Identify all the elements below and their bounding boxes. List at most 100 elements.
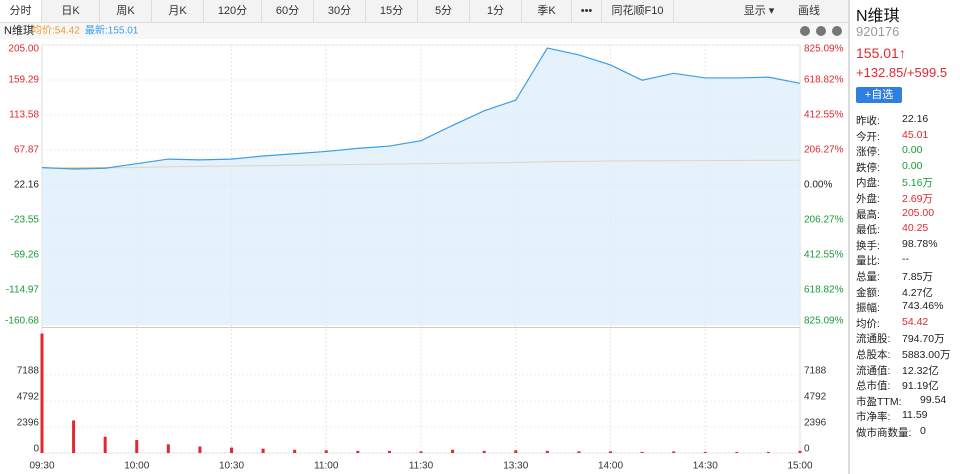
- y2-tick-label: 618.82%: [804, 285, 844, 296]
- volume-bar: [703, 451, 707, 453]
- volume-bar: [356, 450, 360, 453]
- toolbar-tab[interactable]: 周K: [100, 0, 152, 22]
- x-tick-label: 10:00: [124, 461, 149, 472]
- toolbar-button[interactable]: 画线: [785, 0, 833, 22]
- y-tick-label: 159.29: [8, 75, 39, 86]
- panel-label: 内盘:: [856, 177, 880, 190]
- volume-bar: [324, 450, 328, 453]
- panel-label: 市盈TTM:: [856, 395, 902, 408]
- panel-value: 0: [920, 425, 926, 437]
- toolbar-tab[interactable]: 1分: [470, 0, 522, 22]
- panel-label: 跌停:: [856, 161, 880, 174]
- volume-bar: [735, 451, 739, 453]
- volume-bar: [261, 448, 265, 453]
- toolbar-tab[interactable]: 5分: [418, 0, 470, 22]
- panel-value: 22.16: [902, 113, 929, 125]
- x-tick-label: 14:00: [598, 461, 623, 472]
- panel-value: 91.19亿: [902, 380, 939, 393]
- y-tick-label: 22.16: [14, 180, 39, 191]
- volume-bar: [166, 444, 170, 453]
- panel-label: 总股本:: [856, 349, 891, 361]
- panel-value: 2.69万: [902, 193, 933, 205]
- toolbar-tab[interactable]: 120分: [204, 0, 262, 22]
- volume-bar: [230, 447, 233, 453]
- panel-label: 涨停:: [856, 146, 880, 159]
- volume-bar: [640, 451, 644, 453]
- toolbar-tab[interactable]: 30分: [314, 0, 366, 22]
- volume-bar: [72, 420, 76, 453]
- x-tick-label: 14:30: [693, 461, 718, 472]
- panel-value: 794.70万: [902, 333, 945, 346]
- panel-value: 4.27亿: [902, 286, 933, 299]
- volume-bar: [40, 333, 44, 453]
- y-tick-label: -114.97: [6, 285, 40, 296]
- panel-label: 市净率:: [856, 411, 891, 424]
- panel-value: 98.78%: [902, 237, 938, 250]
- y2-tick-label: 7188: [804, 366, 827, 377]
- panel-value: 99.54: [920, 393, 947, 406]
- volume-bar: [135, 439, 139, 453]
- panel-label: 最高:: [856, 208, 880, 221]
- toolbar-tab[interactable]: 月K: [152, 0, 204, 22]
- panel-label: 最低:: [856, 224, 880, 237]
- y-tick-label: -160.68: [5, 316, 39, 327]
- volume-bar: [103, 436, 107, 453]
- toolbar-tab[interactable]: 分时: [0, 0, 42, 22]
- panel-label: 流通股:: [856, 333, 891, 346]
- panel-value: --: [902, 253, 909, 266]
- y-tick-label: 4792: [17, 392, 40, 403]
- divider: [848, 0, 850, 474]
- toolbar-tab[interactable]: 15分: [366, 0, 418, 22]
- y-tick-label: 67.87: [14, 145, 39, 156]
- y-tick-label: 0: [33, 444, 39, 455]
- x-tick-label: 13:30: [503, 461, 528, 472]
- panel-value: 5.16万: [902, 177, 933, 190]
- panel-label: 今开:: [856, 130, 880, 143]
- panel-value: 205.00: [902, 206, 935, 219]
- x-tick-label: 10:30: [219, 461, 244, 472]
- volume-bar: [672, 451, 676, 453]
- volume-bar: [577, 451, 581, 453]
- add-watch-button[interactable]: +自选: [856, 87, 902, 103]
- volume-bar: [766, 451, 770, 453]
- toolbar-tab[interactable]: 日K: [42, 0, 100, 22]
- zoom-in-icon[interactable]: [800, 26, 810, 36]
- y2-tick-label: 412.55%: [804, 110, 844, 121]
- volume-bar: [387, 450, 391, 453]
- y-tick-label: 113.58: [9, 110, 39, 121]
- x-tick-label: 11:00: [314, 461, 339, 472]
- toolbar-tab[interactable]: 同花顺F10: [602, 0, 674, 22]
- y2-tick-label: 206.27%: [804, 215, 844, 226]
- panel-label: 昨收:: [856, 115, 880, 127]
- panel-label: 外盘:: [856, 193, 880, 205]
- volume-bar: [514, 450, 518, 453]
- zoom-out-icon[interactable]: [816, 26, 826, 36]
- panel-label: 总量:: [856, 271, 880, 283]
- y2-tick-label: 206.27%: [804, 145, 844, 156]
- panel-value: 7.85万: [902, 271, 933, 283]
- y-tick-label: -69.26: [11, 250, 40, 261]
- panel-label: 总市值:: [856, 380, 891, 393]
- panel-value: 11.59: [902, 409, 928, 422]
- toolbar-tab[interactable]: 60分: [262, 0, 314, 22]
- x-tick-label: 11:30: [409, 461, 434, 472]
- volume-bar: [451, 449, 455, 453]
- volume-bar: [545, 450, 549, 453]
- panel-label: 流通值:: [856, 364, 891, 377]
- chart-stock-name: N维琪: [4, 24, 34, 37]
- panel-value: 0.00: [902, 144, 923, 157]
- y-tick-label: 7188: [17, 366, 40, 377]
- panel-label: 金额:: [856, 286, 880, 299]
- x-tick-label: 15:00: [787, 461, 812, 472]
- volume-bar: [609, 451, 612, 453]
- toolbar-button[interactable]: 显示 ▾: [735, 0, 783, 22]
- panel-value: 5883.00万: [902, 349, 951, 361]
- quote-name: N维琪: [856, 8, 900, 25]
- toolbar-tab[interactable]: 季K: [522, 0, 572, 22]
- chart-header-bar: [0, 23, 848, 39]
- toolbar-tab[interactable]: •••: [572, 0, 602, 22]
- panel-value: 0.00: [902, 159, 923, 172]
- panel-value: 54.42: [902, 315, 929, 328]
- settings-icon[interactable]: [832, 26, 842, 36]
